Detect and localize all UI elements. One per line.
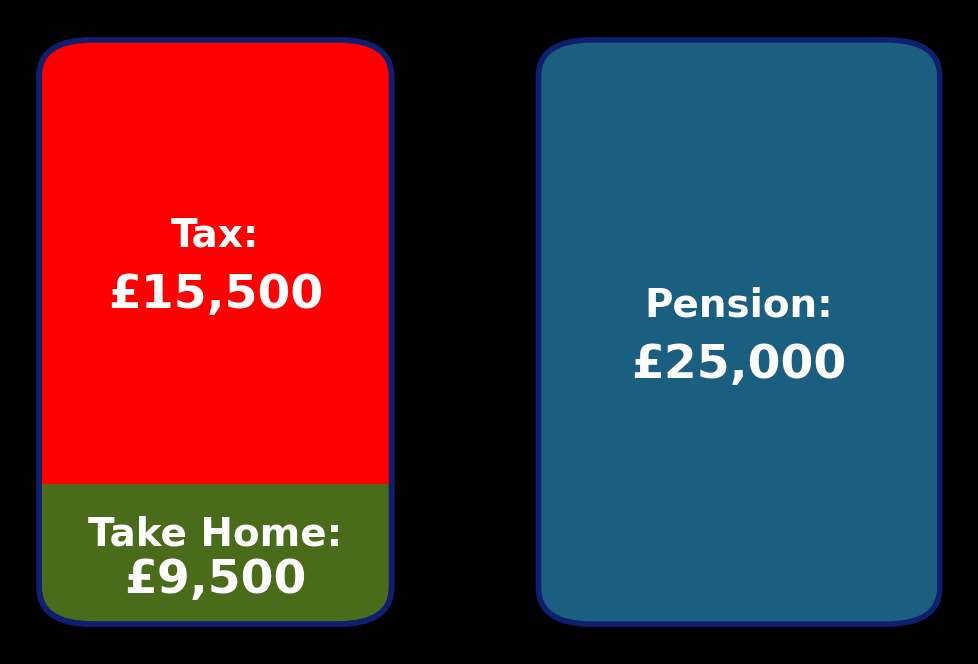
FancyBboxPatch shape (39, 40, 391, 624)
FancyBboxPatch shape (39, 40, 391, 624)
Text: Pension:: Pension: (645, 286, 832, 325)
Text: £15,500: £15,500 (108, 273, 323, 317)
Text: Tax:: Tax: (171, 216, 259, 254)
Text: £25,000: £25,000 (631, 343, 846, 388)
Text: Take Home:: Take Home: (88, 515, 342, 553)
Bar (39, 33, 391, 484)
Text: £9,500: £9,500 (124, 558, 306, 603)
FancyBboxPatch shape (538, 40, 939, 624)
